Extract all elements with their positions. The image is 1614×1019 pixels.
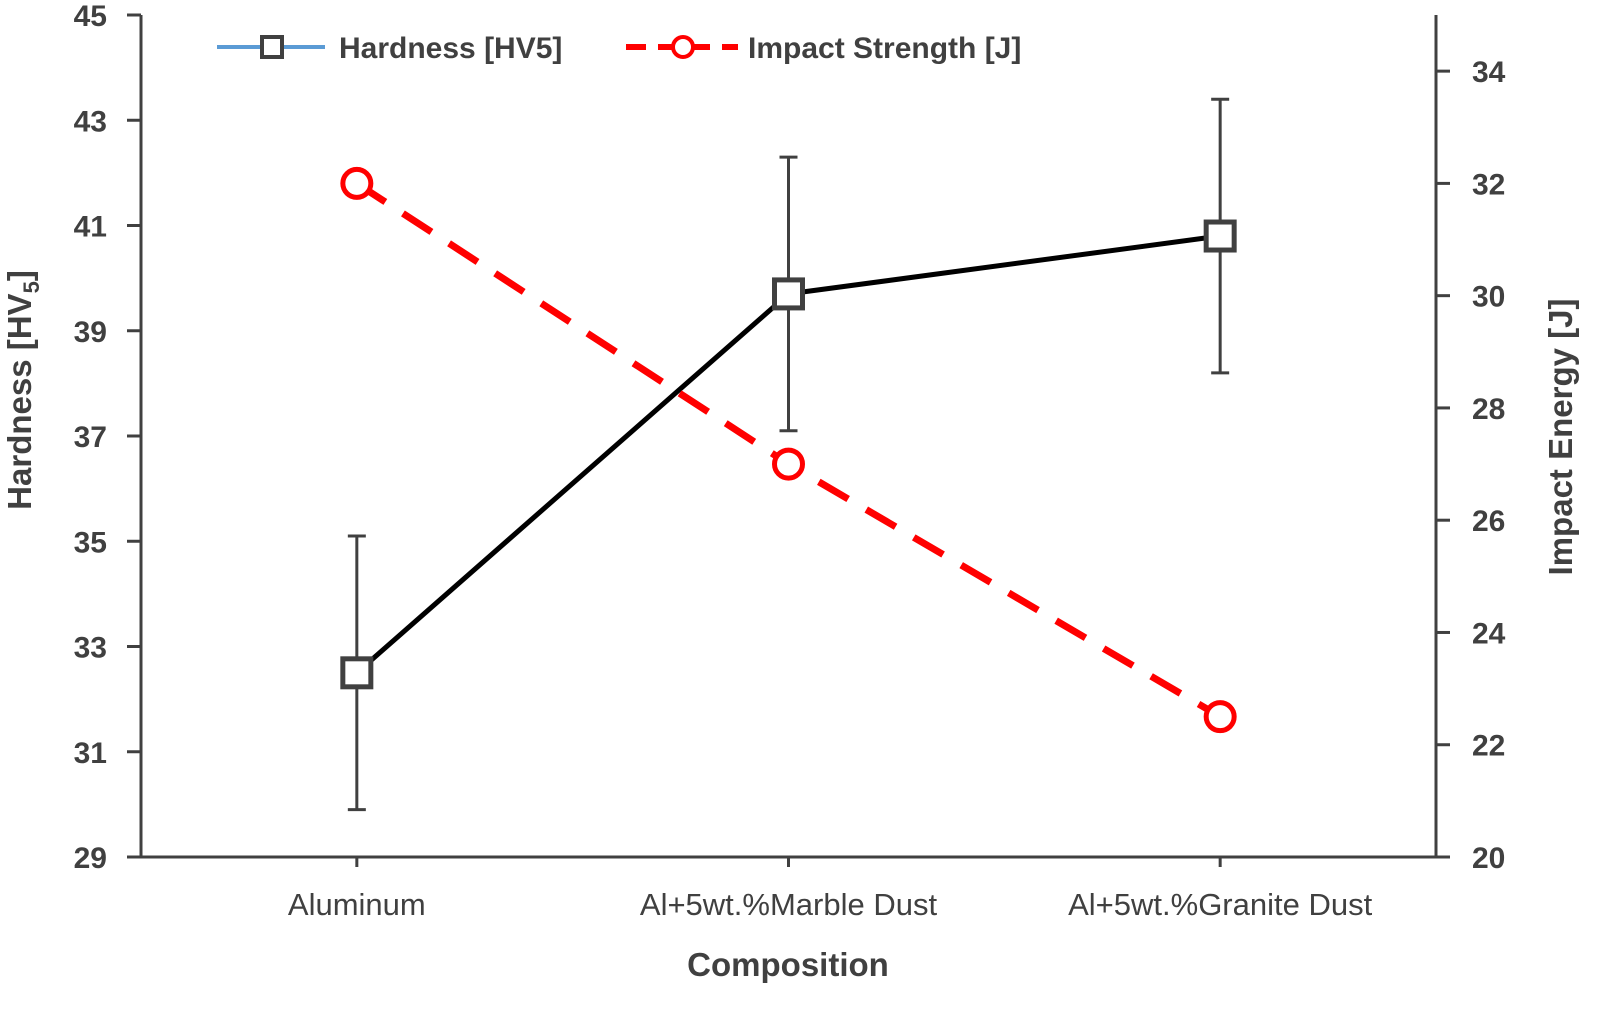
legend-label-hardness: Hardness [HV5] [339, 32, 562, 65]
x-category-label: Aluminum [288, 887, 426, 922]
data-point-circle [1203, 700, 1237, 734]
series-impact-strength [340, 166, 1237, 734]
y-left-tick-label: 45 [74, 0, 107, 33]
y-right-tick-label: 24 [1472, 617, 1506, 650]
y-left-tick-label: 31 [74, 737, 107, 770]
x-axis-title: Composition [687, 946, 889, 983]
y-axis-right-title: Impact Energy [J] [1542, 299, 1579, 576]
y-left-tick-label: 35 [74, 526, 107, 559]
axes-layer: 29 31 33 35 37 39 41 43 45 20 22 24 26 28 30 32 34 Alumin… [74, 0, 1506, 922]
y-left-tick-label: 43 [74, 105, 107, 138]
legend-square-marker [260, 35, 284, 59]
y-left-tick-label: 37 [74, 421, 107, 454]
y-left-tick-label: 33 [74, 632, 107, 665]
y-right-tick-label: 32 [1472, 168, 1505, 201]
y-right-tick-label: 30 [1472, 281, 1505, 314]
legend-item-hardness: Hardness [HV5] [217, 32, 562, 65]
series-layer [340, 97, 1237, 812]
data-point-square [1203, 219, 1237, 253]
y-right-tick-label: 26 [1472, 505, 1505, 538]
y-right-tick-label: 34 [1472, 56, 1506, 89]
data-point-circle [340, 166, 374, 200]
y-left-tick-label: 41 [74, 211, 107, 244]
y-axis-left-title: Hardness [HV5] [1, 270, 44, 510]
y-axis-left-title-main: Hardness [HV [1, 293, 38, 509]
y-axis-left-title-sub: 5 [19, 281, 44, 293]
legend-circle-marker [671, 35, 695, 59]
data-point-circle [772, 447, 805, 481]
data-point-square [772, 277, 805, 311]
legend: Hardness [HV5] Impact Strength [J] [217, 32, 1021, 65]
x-category-label: Al+5wt.%Marble Dust [640, 887, 938, 922]
legend-item-impact: Impact Strength [J] [626, 32, 1021, 65]
y-left-tick-label: 29 [74, 842, 107, 875]
legend-label-impact: Impact Strength [J] [748, 32, 1021, 65]
data-point-square [340, 656, 374, 690]
y-left-tick-label: 39 [74, 316, 107, 349]
series-hardness [340, 97, 1237, 812]
y-right-tick-label: 28 [1472, 393, 1505, 426]
y-right-tick-label: 20 [1472, 842, 1505, 875]
x-category-label: Al+5wt.%Granite Dust [1068, 887, 1372, 922]
axis-titles: Composition Hardness [HV5] Impact Energy… [1, 270, 1579, 983]
y-right-tick-label: 22 [1472, 730, 1505, 763]
y-axis-left-title-close: ] [1, 270, 38, 281]
